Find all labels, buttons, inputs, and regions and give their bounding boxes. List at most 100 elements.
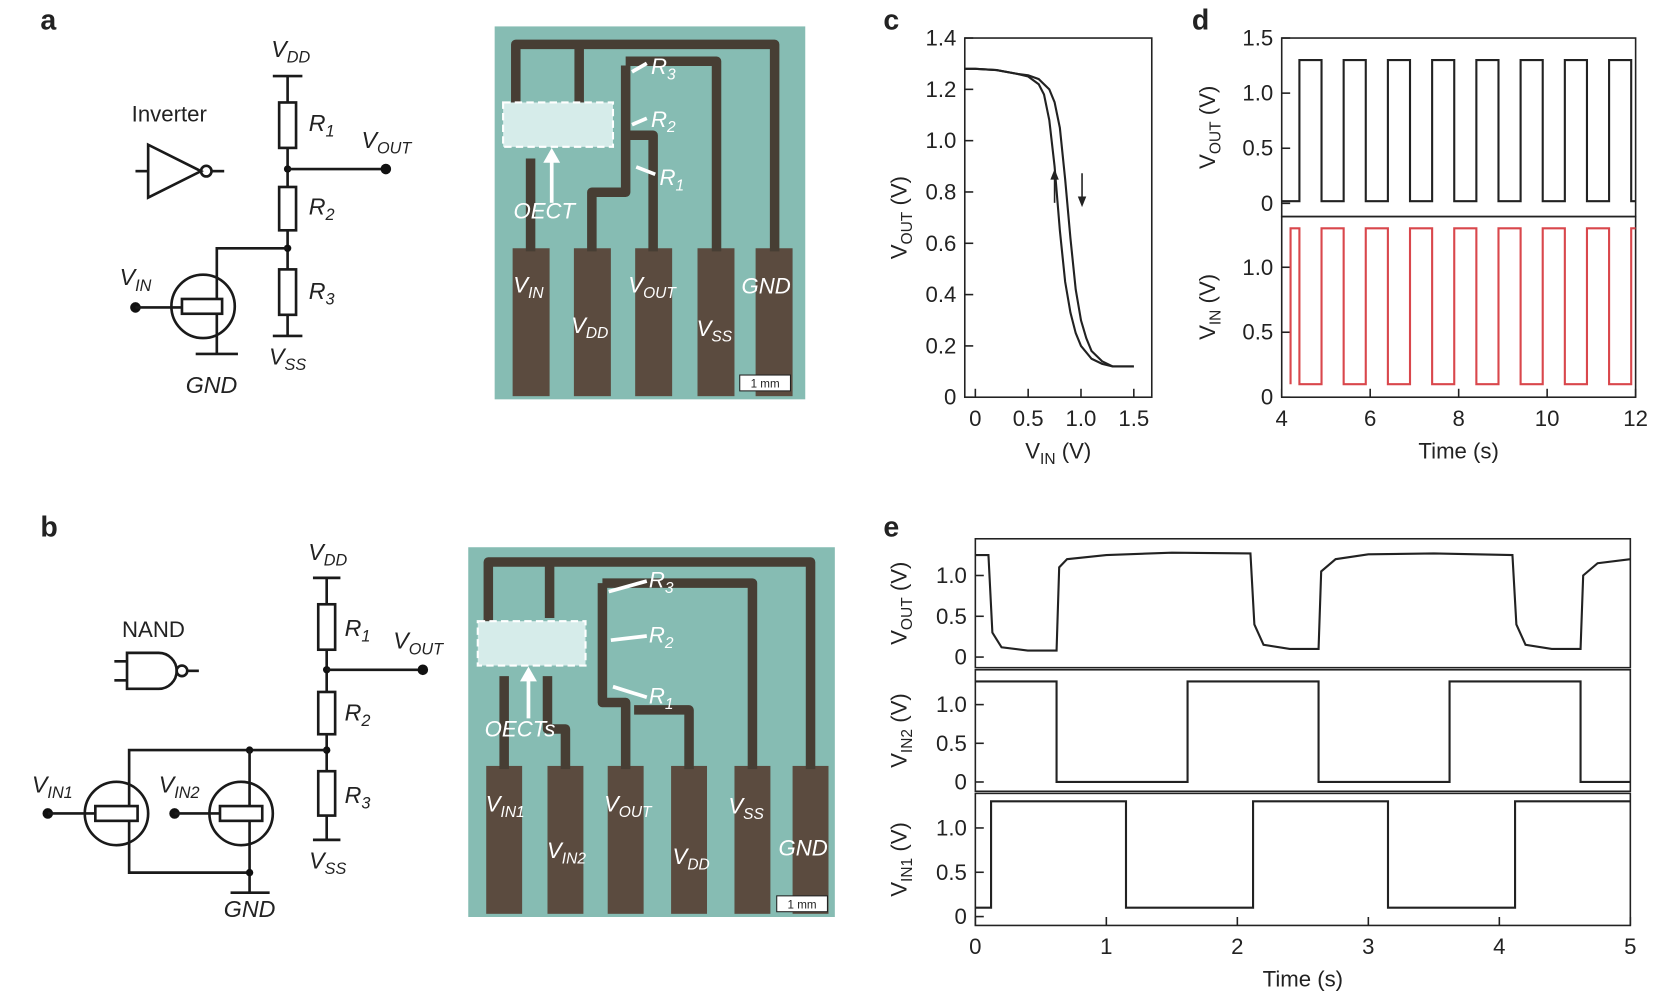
panel-letter: d (1192, 5, 1209, 37)
y-tick-label: 0.8 (926, 179, 957, 204)
pad-label: VDD (571, 313, 608, 342)
pad-label: VOUT (604, 791, 653, 820)
vout-label: VOUT (362, 127, 413, 158)
y-tick-label: 0.5 (936, 860, 967, 885)
x-tick-label: 0.5 (1013, 406, 1044, 431)
data-line (975, 551, 1631, 652)
y-axis-label: VIN1 (V) (887, 822, 916, 897)
y-axis-label: VOUT (V) (887, 176, 916, 259)
y-tick-label: 0 (955, 769, 967, 794)
y-tick-label: 1.0 (1242, 255, 1273, 280)
scale-bar-label: 1 mm (751, 378, 780, 391)
data-line (975, 800, 1631, 909)
axes-frame (974, 537, 1632, 669)
photo-label: OECT (514, 199, 577, 224)
panel-letter: c (883, 5, 899, 37)
y-tick-label: 0.4 (926, 282, 957, 307)
x-tick-label: 4 (1493, 934, 1505, 959)
pad-label: VSS (697, 316, 733, 345)
y-tick-label: 0.5 (936, 731, 967, 756)
axes-frame (1280, 37, 1637, 218)
photo-label: OECTs (485, 716, 556, 741)
axes-frame (974, 668, 1632, 793)
y-axis-label: VOUT (V) (1195, 86, 1224, 169)
y-tick-label: 0.5 (1242, 136, 1273, 161)
resistor-label: R3 (345, 782, 371, 813)
y-tick-label: 1.0 (936, 815, 967, 840)
resistor-label: R3 (309, 278, 335, 309)
vss-label: VSS (269, 343, 306, 374)
y-tick-label: 1.0 (926, 128, 957, 153)
resistor-label: R2 (345, 699, 371, 730)
scale-bar-label: 1 mm (788, 899, 817, 912)
y-tick-label: 0 (1261, 191, 1273, 216)
gnd-label: GND (186, 372, 238, 398)
photo-label: R1 (659, 165, 684, 194)
nand-circuit (42, 576, 429, 895)
pad-label: VIN2 (547, 838, 586, 867)
axes-frame (974, 792, 1632, 927)
y-tick-label: 0 (955, 645, 967, 670)
y-tick-label: 1.2 (926, 77, 957, 102)
y-tick-label: 0 (955, 904, 967, 929)
device-photo (494, 26, 806, 400)
x-tick-label: 10 (1535, 406, 1560, 431)
x-tick-label: 3 (1362, 934, 1374, 959)
y-tick-label: 1.4 (926, 26, 957, 51)
y-tick-label: 1.0 (936, 692, 967, 717)
vout-label: VOUT (393, 628, 444, 659)
resistor-label: R1 (345, 615, 371, 646)
photo-label: R2 (651, 107, 676, 136)
vdd-label: VDD (308, 539, 347, 570)
gate-label: Inverter (132, 101, 208, 126)
x-tick-label: 0 (969, 934, 981, 959)
y-tick-label: 0.5 (936, 604, 967, 629)
gnd-label: GND (224, 896, 276, 922)
photo-label: R2 (649, 622, 674, 651)
device-photo (468, 547, 835, 917)
resistor-label: R1 (309, 110, 335, 141)
photo-label: R1 (649, 684, 674, 713)
vin-label: VIN (120, 264, 152, 295)
y-tick-label: 0.6 (926, 231, 957, 256)
panel-letter: a (40, 5, 57, 37)
data-line (1281, 59, 1636, 203)
y-tick-label: 1.0 (936, 563, 967, 588)
x-tick-label: 12 (1623, 406, 1648, 431)
x-axis-label: VIN (V) (1025, 438, 1091, 467)
data-line (975, 680, 1631, 784)
pad-label: VOUT (628, 273, 677, 302)
data-line (964, 67, 1134, 368)
axes-frame (1280, 215, 1637, 399)
inverter-circuit (130, 74, 392, 356)
x-tick-label: 4 (1276, 406, 1288, 431)
y-tick-label: 0.2 (926, 333, 957, 358)
data-line (964, 67, 1134, 368)
resistor-label: R2 (309, 193, 335, 224)
x-tick-label: 8 (1452, 406, 1464, 431)
photo-label: R3 (649, 567, 674, 596)
y-axis-label: VOUT (V) (887, 562, 916, 645)
vss-label: VSS (309, 847, 346, 878)
y-tick-label: 0 (1261, 385, 1273, 410)
y-axis-label: VIN (V) (1195, 274, 1224, 340)
gate-label: NAND (122, 617, 185, 642)
y-axis-label: VIN2 (V) (887, 693, 916, 768)
x-tick-label: 1.0 (1066, 406, 1097, 431)
x-axis-label: Time (s) (1263, 967, 1343, 992)
vdd-label: VDD (271, 36, 310, 67)
y-tick-label: 1.5 (1242, 26, 1273, 51)
pad-label: VIN (513, 273, 544, 302)
pad-label: VSS (728, 793, 764, 822)
x-tick-label: 5 (1624, 934, 1636, 959)
panel-letter: b (40, 512, 57, 544)
y-tick-label: 0.5 (1242, 320, 1273, 345)
x-tick-label: 1 (1100, 934, 1112, 959)
vin-label: VIN1 (32, 771, 73, 802)
y-tick-label: 0 (944, 385, 956, 410)
x-tick-label: 6 (1364, 406, 1376, 431)
photo-label: R3 (651, 54, 676, 83)
vin-label: VIN2 (159, 771, 200, 802)
